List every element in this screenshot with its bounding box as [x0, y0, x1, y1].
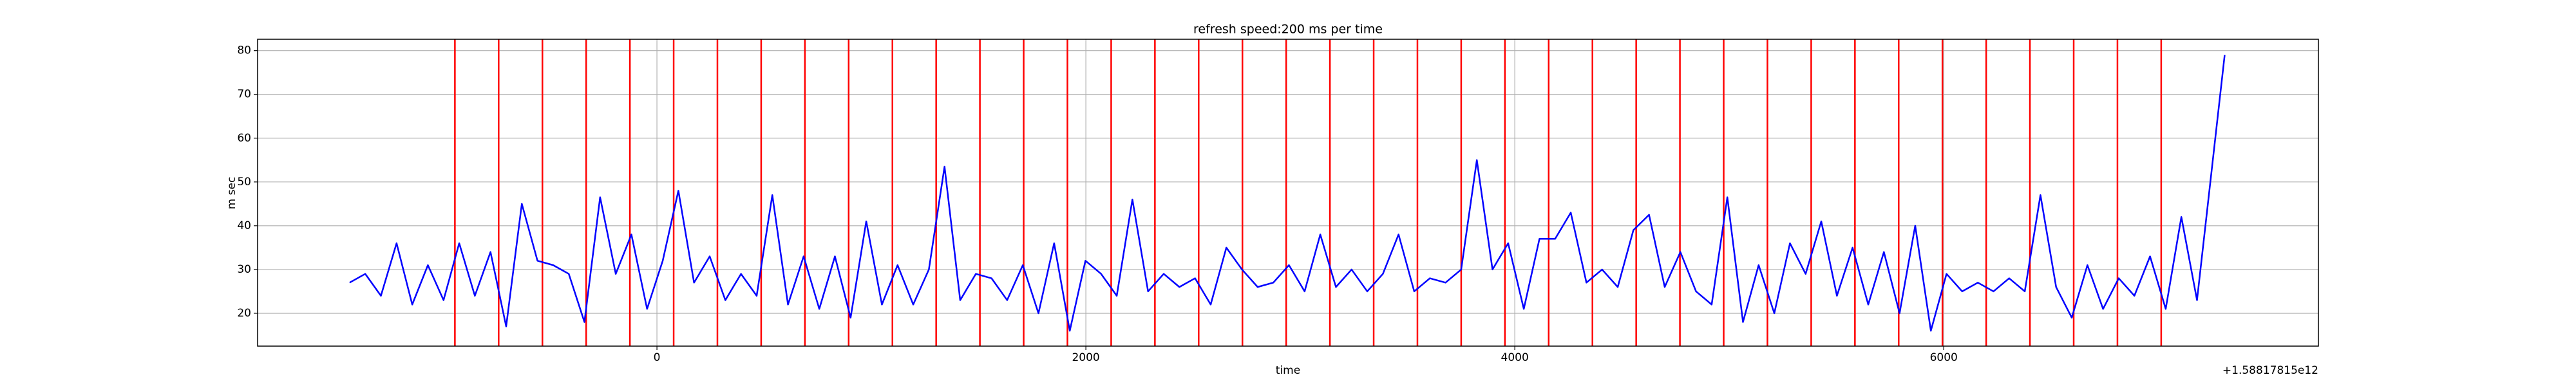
y-tick-label: 50: [237, 176, 251, 188]
chart-title: refresh speed:200 ms per time: [1193, 23, 1383, 37]
x-axis-label: time: [1276, 364, 1300, 377]
y-tick-label: 60: [237, 132, 251, 145]
x-tick-label: 0: [654, 351, 661, 364]
y-tick-label: 20: [237, 307, 251, 320]
y-tick-label: 30: [237, 263, 251, 276]
data-line: [349, 55, 2226, 332]
y-axis-label: m sec: [225, 177, 238, 210]
y-tick-label: 80: [237, 44, 251, 57]
y-tick-label: 40: [237, 219, 251, 232]
x-offset-text: +1.58817815e12: [2222, 364, 2318, 377]
x-tick-label: 6000: [1930, 351, 1958, 364]
x-tick-label: 4000: [1501, 351, 1529, 364]
y-tick-label: 70: [237, 88, 251, 101]
x-tick-label: 2000: [1072, 351, 1099, 364]
plot-frame: [257, 39, 2319, 347]
